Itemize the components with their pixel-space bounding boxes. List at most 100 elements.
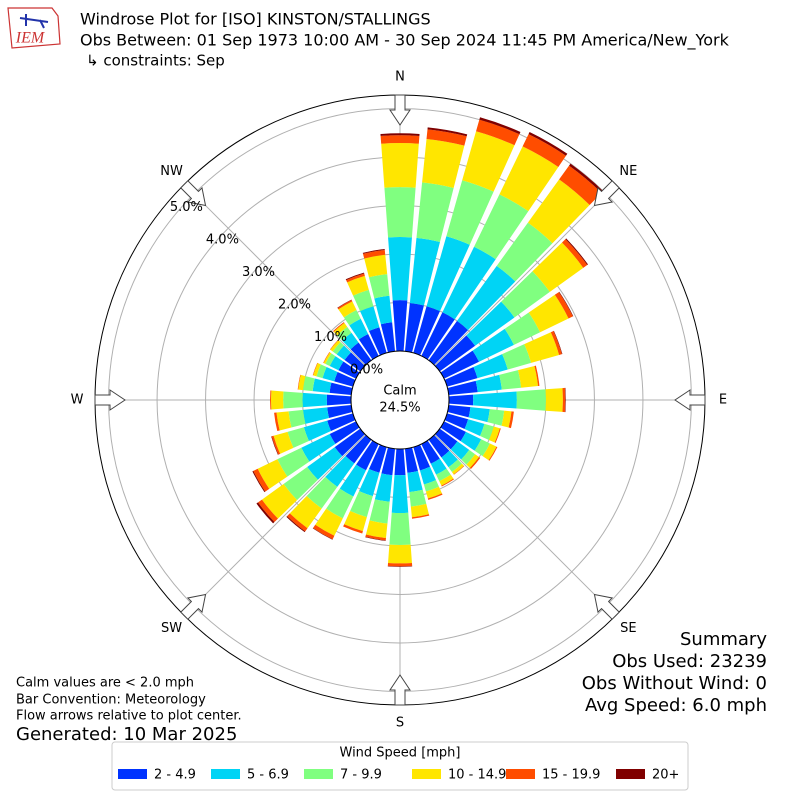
- grid-spoke: [183, 434, 366, 617]
- grid-spoke: [434, 183, 617, 366]
- bar-segment: [413, 444, 431, 471]
- flow-arrow: [593, 593, 620, 620]
- bar-segment: [457, 265, 516, 331]
- legend-label: 15 - 19.9: [542, 768, 600, 783]
- bar-segment: [518, 365, 538, 388]
- bar-segment: [333, 322, 348, 336]
- legend-label: 10 - 14.9: [448, 768, 506, 783]
- bar-segment: [482, 443, 497, 461]
- bar-segment: [474, 194, 529, 260]
- flow-arrow: [593, 180, 620, 207]
- bar-segment: [360, 306, 380, 331]
- grid-spoke: [183, 183, 366, 366]
- bar-segment: [453, 465, 465, 475]
- logo: IEM: [7, 7, 61, 49]
- bar-segment: [473, 391, 517, 409]
- bar-segment: [428, 320, 468, 365]
- calm-label: Calm: [383, 384, 416, 399]
- bar-segment: [253, 468, 270, 492]
- bar-segment: [472, 328, 514, 362]
- bar-segment: [447, 380, 478, 396]
- bar-segment: [440, 421, 466, 442]
- bar-segment: [392, 300, 408, 352]
- bar-segment: [347, 275, 369, 296]
- bar-segment: [524, 332, 560, 363]
- bar-segment: [301, 433, 336, 462]
- bar-segment: [462, 131, 515, 192]
- legend-swatch: [211, 769, 240, 779]
- logo-text: IEM: [15, 30, 46, 47]
- bar-segment: [380, 135, 420, 144]
- bar-segment: [411, 514, 430, 519]
- direction-label: W: [71, 393, 84, 408]
- bar-segment: [421, 312, 455, 360]
- legend-swatch: [616, 769, 645, 779]
- bar-segment: [369, 499, 390, 524]
- bar-segment: [303, 376, 315, 392]
- flow-arrow: [389, 94, 411, 126]
- bar-segment: [368, 274, 390, 299]
- direction-label: NE: [619, 164, 637, 179]
- bar-segment: [421, 440, 440, 464]
- direction-label: SE: [620, 621, 636, 636]
- bar-segment: [277, 447, 310, 477]
- flow-arrow: [389, 674, 411, 706]
- note: Flow arrows relative to plot center.: [16, 709, 242, 724]
- bar-segment: [252, 470, 266, 493]
- bar-segment: [468, 407, 490, 423]
- bar-segment: [359, 469, 380, 497]
- bar-segment: [338, 301, 357, 318]
- bar-segment: [419, 466, 436, 485]
- bar-segment: [329, 356, 344, 371]
- bar-segment: [307, 447, 343, 480]
- bar-segment: [532, 242, 584, 292]
- bar-segment: [407, 471, 423, 493]
- bar-segment: [476, 119, 520, 146]
- bar-segment: [329, 421, 360, 444]
- bar-segment: [339, 464, 367, 497]
- bar-segment: [466, 454, 480, 468]
- bar-segment: [522, 134, 566, 167]
- bar-segment: [423, 480, 439, 492]
- bar-segment: [387, 565, 413, 567]
- calm-value: 24.5%: [379, 401, 420, 416]
- legend-label: 20+: [652, 768, 679, 783]
- bar-segment: [448, 459, 462, 472]
- bar-segment: [410, 503, 429, 518]
- bar-segment: [442, 246, 496, 320]
- bar-segment: [428, 435, 450, 458]
- bar-segment: [430, 458, 447, 475]
- bar-segment: [323, 352, 330, 364]
- bar-segment: [288, 409, 306, 428]
- bar-segment: [337, 326, 352, 341]
- bar-segment: [496, 222, 553, 282]
- bar-segment: [447, 404, 471, 418]
- bar-segment: [287, 513, 308, 532]
- bar-segment: [343, 524, 363, 534]
- bar-segment: [283, 466, 318, 501]
- bar-segment: [466, 301, 515, 346]
- bar-segment: [381, 143, 419, 188]
- bar-segment: [334, 371, 356, 387]
- bar-segment: [271, 435, 281, 455]
- generated: Generated: 10 Mar 2025: [16, 724, 237, 745]
- radial-tick-label: 3.0%: [242, 265, 275, 280]
- bar-segment: [569, 163, 604, 193]
- chart-subtitle: Obs Between: 01 Sep 1973 10:00 AM - 30 S…: [80, 31, 730, 51]
- bar-segment: [439, 474, 454, 486]
- bar-segment: [337, 300, 353, 310]
- bar-segment: [444, 413, 469, 430]
- bar-segment: [312, 527, 333, 540]
- bar-segment: [380, 133, 420, 136]
- bar-segment: [534, 365, 540, 386]
- bar-segment: [388, 237, 412, 301]
- bar-segment: [316, 364, 327, 379]
- direction-label: E: [719, 393, 727, 408]
- bar-segment: [343, 310, 361, 326]
- bar-segment: [440, 350, 480, 379]
- bar-segment: [564, 387, 566, 413]
- bar-segment: [345, 435, 372, 464]
- bar-segment: [338, 361, 360, 379]
- bar-segment: [404, 303, 424, 353]
- bar-segment: [325, 353, 336, 367]
